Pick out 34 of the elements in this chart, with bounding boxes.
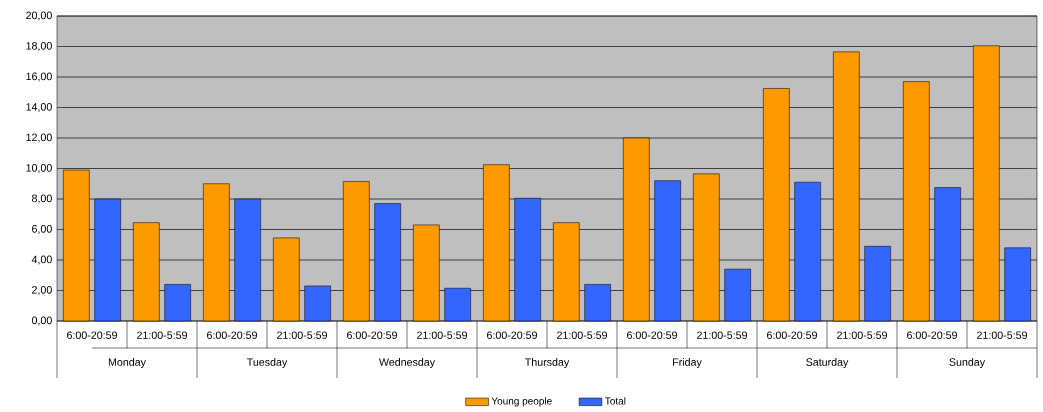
x-tick-label: 6:00-20:59 bbox=[67, 331, 117, 339]
y-tick-label: 18,00 bbox=[26, 42, 52, 51]
x-tick-label: 6:00-20:59 bbox=[907, 331, 957, 339]
text: Wednesday bbox=[378, 358, 436, 368]
x-tick-label: 21:00-5:59 bbox=[697, 331, 747, 339]
x-tick-label: 6:00-20:59 bbox=[767, 331, 817, 339]
y-tick-label: 20,00 bbox=[26, 11, 52, 21]
text: Friday bbox=[673, 358, 702, 368]
y-tick-label: 14,00 bbox=[26, 103, 52, 112]
text: Thursday bbox=[525, 358, 570, 368]
y-tick-label: 2,00 bbox=[32, 286, 52, 295]
x-tick-label: 6:00-20:59 bbox=[207, 331, 257, 339]
text: Saturday bbox=[806, 358, 849, 368]
text: Tuesday bbox=[246, 358, 288, 368]
text: Sunday bbox=[949, 358, 986, 368]
x-tick-label: 6:00-20:59 bbox=[627, 331, 677, 339]
x-tick-label: 21:00-5:59 bbox=[977, 331, 1027, 339]
legend-label: Total bbox=[605, 397, 626, 405]
y-tick-label: 6,00 bbox=[32, 225, 52, 234]
legend-label: Young people bbox=[491, 397, 552, 407]
y-tick-label: 10,00 bbox=[26, 164, 52, 173]
x-tick-label: 21:00-5:59 bbox=[277, 331, 327, 339]
x-tick-label: 21:00-5:59 bbox=[557, 331, 607, 339]
y-tick-label: 16,00 bbox=[26, 72, 52, 82]
x-tick-label: 21:00-5:59 bbox=[417, 331, 467, 339]
y-tick-label: 8,00 bbox=[31, 194, 52, 204]
y-tick-label: 4,00 bbox=[31, 255, 52, 265]
x-tick-label: 21:00-5:59 bbox=[837, 331, 887, 339]
y-tick-label: 12,00 bbox=[26, 133, 52, 143]
x-tick-label: 6:00-20:59 bbox=[487, 331, 537, 339]
x-tick-label: 21:00-5:59 bbox=[137, 331, 187, 339]
x-tick-label: 6:00-20:59 bbox=[347, 331, 397, 339]
text: Monday bbox=[108, 358, 146, 368]
y-tick-label: 0,00 bbox=[31, 316, 52, 326]
